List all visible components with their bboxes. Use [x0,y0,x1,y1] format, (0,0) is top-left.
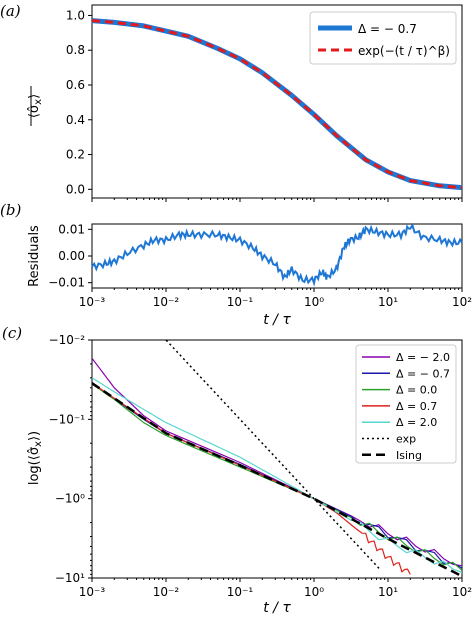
legend-c-label-3: Δ = 0.7 [396,400,437,413]
panel-a-series [91,18,463,191]
panel-c-xtick-label-0: 10⁻³ [79,585,106,599]
panel-a-ticks: 0.0 0.2 0.4 0.6 0.8 1.0 [66,8,463,202]
panel-c-series-ising [92,382,462,578]
panel-b-ticks: −0.01 0.00 0.01 10⁻³ 10⁻² 10⁻¹ 10⁰ 10¹ 10² [48,222,472,309]
panel-c-xtick-label-2: 10⁻¹ [227,585,254,599]
panel-c-series [92,340,462,578]
panel-a-ylabel: ⟨σ̂x⟩ [27,94,44,118]
panel-b-xtick-label-4: 10¹ [378,295,398,309]
legend-c-box [355,344,457,464]
legend-c-label-2: Δ = 0.0 [396,384,437,397]
panel-c-xlabel: t / τ [263,600,291,616]
panel-b-xtick-label-5: 10² [452,295,472,309]
panel-c-ytick-label-2: −10⁰ [55,492,85,506]
panel-c-series-delta-20 [92,377,462,573]
panel-c-xtick-label-4: 10¹ [378,585,398,599]
panel-label-a: (a) [0,2,21,20]
panel-label-b: (b) [0,201,21,219]
panel-c-xtick-label-1: 10⁻² [153,585,180,599]
panel-a-ytick-label-2: 0.4 [66,113,85,127]
panel-b-xtick-label-3: 10⁰ [304,295,324,309]
panel-b-xtick-label-1: 10⁻² [153,295,180,309]
panel-c-ylabel: log(⟨σ̂x⟩) [27,431,44,485]
legend-c-label-5: exp [396,433,416,446]
panel-a-ytick-label-5: 1.0 [66,8,85,22]
panel-b-ylabel: Residuals [27,225,42,287]
panel-a-frame [91,4,463,199]
panel-c-series-exp [164,340,382,571]
legend-c-label-6: Ising [396,449,422,462]
panel-b-xlabel: t / τ [263,312,291,328]
panel-a-series-stretched-exp [91,19,463,190]
panel-c-series-delta-00 [92,383,462,571]
panel-b-xtick-label-2: 10⁻¹ [227,295,254,309]
panel-c-legend: Δ = − 2.0 Δ = − 0.7 Δ = 0.0 Δ = 0.7 Δ = 2.0 e… [355,344,457,464]
panel-a-ytick-label-0: 0.0 [66,182,85,196]
panel-b-ytick-label-0: −0.01 [48,276,85,290]
panel-b-xtick-label-0: 10⁻³ [79,295,106,309]
panel-a-ytick-label-4: 0.8 [66,43,85,57]
panel-c-ytick-label-3: −10¹ [55,571,85,585]
panel-c-xtick-label-5: 10² [452,585,472,599]
panel-a-legend: Δ = − 0.7 exp(−(t / τ)^β) [309,11,457,65]
panel-a: 0.0 0.2 0.4 0.6 0.8 1.0 ⟨σ̂x⟩ Δ = − 0.7 exp(−… [27,4,463,202]
panel-b-ytick-label-2: 0.01 [58,222,85,236]
panel-b-ytick-label-1: 0.00 [58,249,85,263]
panel-c-ytick-label-0: −10⁻² [49,333,86,347]
legend-a-label-0: Δ = − 0.7 [358,22,417,36]
legend-a-label-1: exp(−(t / τ)^β) [358,44,450,58]
legend-c-label-1: Δ = − 0.7 [396,367,450,380]
panel-c-ytick-label-1: −10⁻¹ [49,412,86,426]
panel-a-ytick-label-3: 0.6 [66,78,85,92]
panel-b-series [91,222,463,287]
panel-a-ytick-label-1: 0.2 [66,148,85,162]
legend-c-label-0: Δ = − 2.0 [396,351,450,364]
panel-b-series-residuals [91,222,463,287]
panel-c-xtick-label-3: 10⁰ [304,585,324,599]
panel-label-c: (c) [2,324,22,342]
panel-b: −0.01 0.00 0.01 10⁻³ 10⁻² 10⁻¹ 10⁰ 10¹ 10² Resid… [27,222,472,328]
panel-c-frame [91,339,463,579]
legend-c-label-4: Δ = 2.0 [396,416,437,429]
